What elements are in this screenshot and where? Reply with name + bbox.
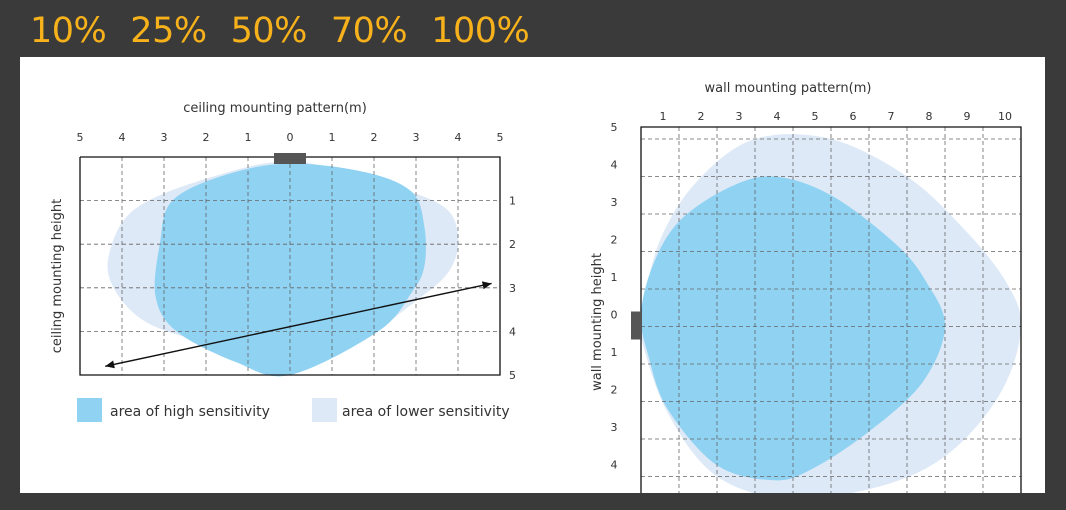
wall-y-tick-label: 1 xyxy=(611,271,618,284)
wall-y-tick-label: 0 xyxy=(611,309,618,322)
wall-y-tick-label: 3 xyxy=(611,421,618,434)
wall-x-tick-label: 3 xyxy=(736,110,743,123)
wall-x-tick-label: 9 xyxy=(964,110,971,123)
ceiling-x-tick-label: 5 xyxy=(497,131,504,144)
percent-label-70: 70% xyxy=(330,11,408,51)
percent-label-10: 10% xyxy=(30,11,107,51)
wall-x-tick-label: 7 xyxy=(888,110,895,123)
ceiling-y-tick-label: 2 xyxy=(509,238,516,251)
ceiling-x-tick-label: 3 xyxy=(413,131,420,144)
ceiling-y-tick-label: 4 xyxy=(509,325,516,338)
ceiling-y-tick-label: 1 xyxy=(509,195,516,208)
charts-panel: 5 4 3 2 1 0 1 2 3 4 5 1 2 3 4 5 ceiling mounting pattern… xyxy=(20,57,1045,493)
ceiling-x-tick-label: 1 xyxy=(245,131,252,144)
ceiling-range-arrow-line xyxy=(105,282,492,367)
ceiling-y-tick-label: 5 xyxy=(509,369,516,382)
ceiling-y-tick-label: 3 xyxy=(509,282,516,295)
wall-x-tick-label: 8 xyxy=(926,110,933,123)
wall-y-axis-label: wall mounting height xyxy=(590,253,605,391)
wall-y-tick-label: 1 xyxy=(611,346,618,359)
ceiling-x-tick-label: 4 xyxy=(119,131,126,144)
wall-y-tick-label: 3 xyxy=(611,196,618,209)
wall-chart-title: wall mounting pattern(m) xyxy=(705,81,872,96)
wall-x-tick-label: 2 xyxy=(698,110,705,123)
legend-swatch-lower-sensitivity xyxy=(312,398,337,422)
ceiling-range-arrowhead-right xyxy=(481,281,492,290)
wall-x-tick-label: 6 xyxy=(850,110,857,123)
wall-y-tick-label: 2 xyxy=(611,384,618,397)
wall-x-tick-label: 4 xyxy=(774,110,781,123)
percent-label-100: 100% xyxy=(431,11,530,51)
wall-y-tick-label: 5 xyxy=(611,121,618,134)
legend-swatch-high-sensitivity xyxy=(77,398,102,422)
wall-x-tick-label: 1 xyxy=(660,110,667,123)
ceiling-x-tick-label: 0 xyxy=(287,131,294,144)
ceiling-x-tick-label: 2 xyxy=(203,131,210,144)
ceiling-x-tick-label: 4 xyxy=(455,131,462,144)
wall-x-tick-label: 10 xyxy=(998,110,1012,123)
wall-y-tick-label: 4 xyxy=(611,459,618,472)
wall-y-tick-label: 4 xyxy=(611,159,618,172)
legend-label-lower-sensitivity: area of lower sensitivity xyxy=(342,404,510,420)
percent-label-50: 50% xyxy=(230,11,308,51)
ceiling-y-axis-label: ceiling mounting height xyxy=(50,199,65,353)
wall-y-tick-label: 2 xyxy=(611,234,618,247)
ceiling-x-tick-label: 2 xyxy=(371,131,378,144)
percent-label-25: 25% xyxy=(130,11,207,51)
legend-label-high-sensitivity: area of high sensitivity xyxy=(110,404,270,420)
ceiling-plot-frame xyxy=(79,156,501,376)
wall-plot-frame xyxy=(640,126,1022,493)
ceiling-x-tick-label: 1 xyxy=(329,131,336,144)
ceiling-range-arrowhead-left xyxy=(105,360,115,369)
percent-label-bar: 10% 25% 50% 70% 100% xyxy=(30,8,553,54)
wall-x-tick-label: 5 xyxy=(812,110,819,123)
ceiling-sensor-marker xyxy=(274,153,306,164)
ceiling-x-tick-label: 3 xyxy=(161,131,168,144)
ceiling-x-tick-label: 5 xyxy=(77,131,84,144)
wall-high-sensitivity-area xyxy=(640,176,946,481)
wall-sensor-marker xyxy=(631,311,642,340)
ceiling-chart-title: ceiling mounting pattern(m) xyxy=(183,101,367,116)
